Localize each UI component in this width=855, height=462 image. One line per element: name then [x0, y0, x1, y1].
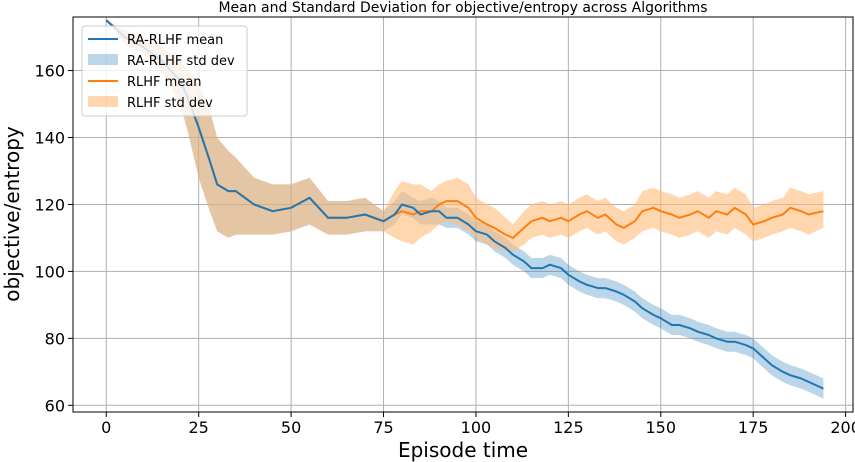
legend-swatch-ra-rlhf-std — [88, 54, 118, 65]
x-axis-ticks: 0 25 50 75 100 125 150 175 200 — [101, 412, 855, 437]
x-tick-label: 0 — [101, 418, 111, 437]
x-tick-label: 100 — [461, 418, 492, 437]
legend-label-rlhf-mean: RLHF mean — [127, 75, 202, 90]
x-tick-label: 75 — [373, 418, 393, 437]
x-tick-label: 150 — [645, 418, 676, 437]
legend-label-ra-rlhf-std: RA-RLHF std dev — [127, 54, 235, 69]
std-dev-bands — [106, 20, 824, 399]
std-band-ra-rlhf — [106, 20, 824, 399]
x-tick-label: 125 — [553, 418, 584, 437]
legend-swatch-rlhf-std — [88, 96, 118, 107]
legend-box — [81, 25, 248, 117]
y-tick-label: 80 — [45, 329, 65, 348]
chart-title: Mean and Standard Deviation for objectiv… — [218, 0, 707, 16]
x-tick-label: 175 — [738, 418, 769, 437]
y-axis-label: objective/entropy — [0, 126, 24, 302]
y-tick-label: 160 — [34, 62, 65, 81]
y-axis-ticks: 60 80 100 120 140 160 — [34, 62, 73, 415]
legend: RA-RLHF mean RA-RLHF std dev RLHF mean R… — [81, 25, 248, 117]
std-band-rlhf — [106, 20, 824, 252]
y-tick-label: 60 — [45, 396, 65, 415]
plot-frame — [72, 16, 854, 413]
y-tick-label: 120 — [34, 195, 65, 214]
x-tick-label: 200 — [830, 418, 855, 437]
legend-label-ra-rlhf-mean: RA-RLHF mean — [127, 33, 223, 48]
grid — [73, 17, 853, 412]
x-axis-label: Episode time — [398, 438, 528, 462]
mean-lines — [105, 19, 824, 390]
legend-label-rlhf-std: RLHF std dev — [127, 96, 213, 111]
y-tick-label: 100 — [34, 262, 65, 281]
mean-line-ra-rlhf — [105, 19, 824, 390]
x-tick-label: 25 — [189, 418, 209, 437]
y-tick-label: 140 — [34, 129, 65, 148]
x-tick-label: 50 — [281, 418, 301, 437]
